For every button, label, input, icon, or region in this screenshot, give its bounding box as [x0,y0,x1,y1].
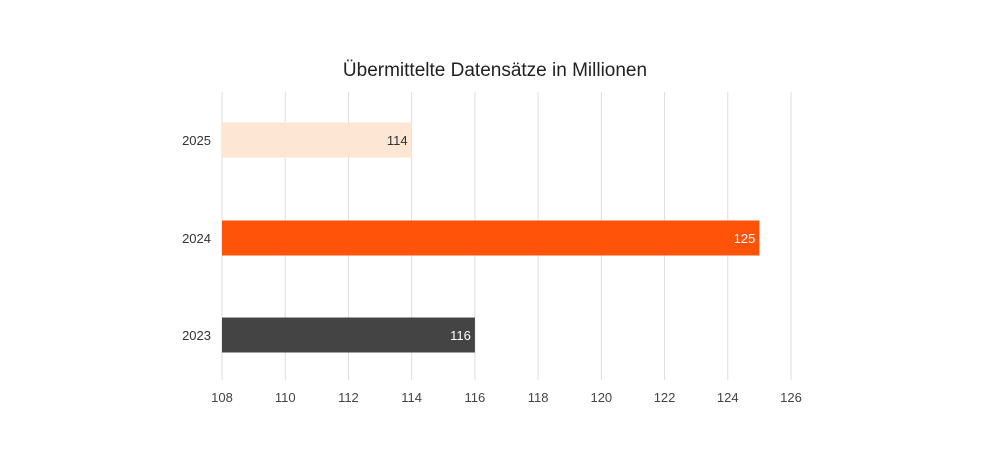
x-tick-label: 124 [717,390,739,405]
x-tick-label: 122 [654,390,676,405]
data-label: 116 [450,328,471,343]
x-tick-label: 114 [401,390,422,405]
x-tick-label: 110 [275,390,296,405]
x-tick-label: 126 [780,390,802,405]
x-tick-label: 108 [211,390,233,405]
category-label: 2024 [182,231,211,246]
bars [222,122,760,353]
data-label: 125 [734,231,756,246]
x-tick-label: 120 [590,390,612,405]
category-label: 2023 [182,328,211,343]
chart-title: Übermittelte Datensätze in Millionen [343,60,647,81]
data-label: 114 [387,133,408,148]
x-tick-label: 112 [338,390,359,405]
bar-2023 [222,317,475,353]
bar-2024 [222,220,760,256]
bar-2025 [222,122,412,158]
x-tick-label: 118 [528,390,549,405]
labels: 108 110 112 114 116 118 120 122 124 126 2025 114 202… [182,133,802,405]
category-label: 2025 [182,133,211,148]
x-tick-label: 116 [465,390,486,405]
